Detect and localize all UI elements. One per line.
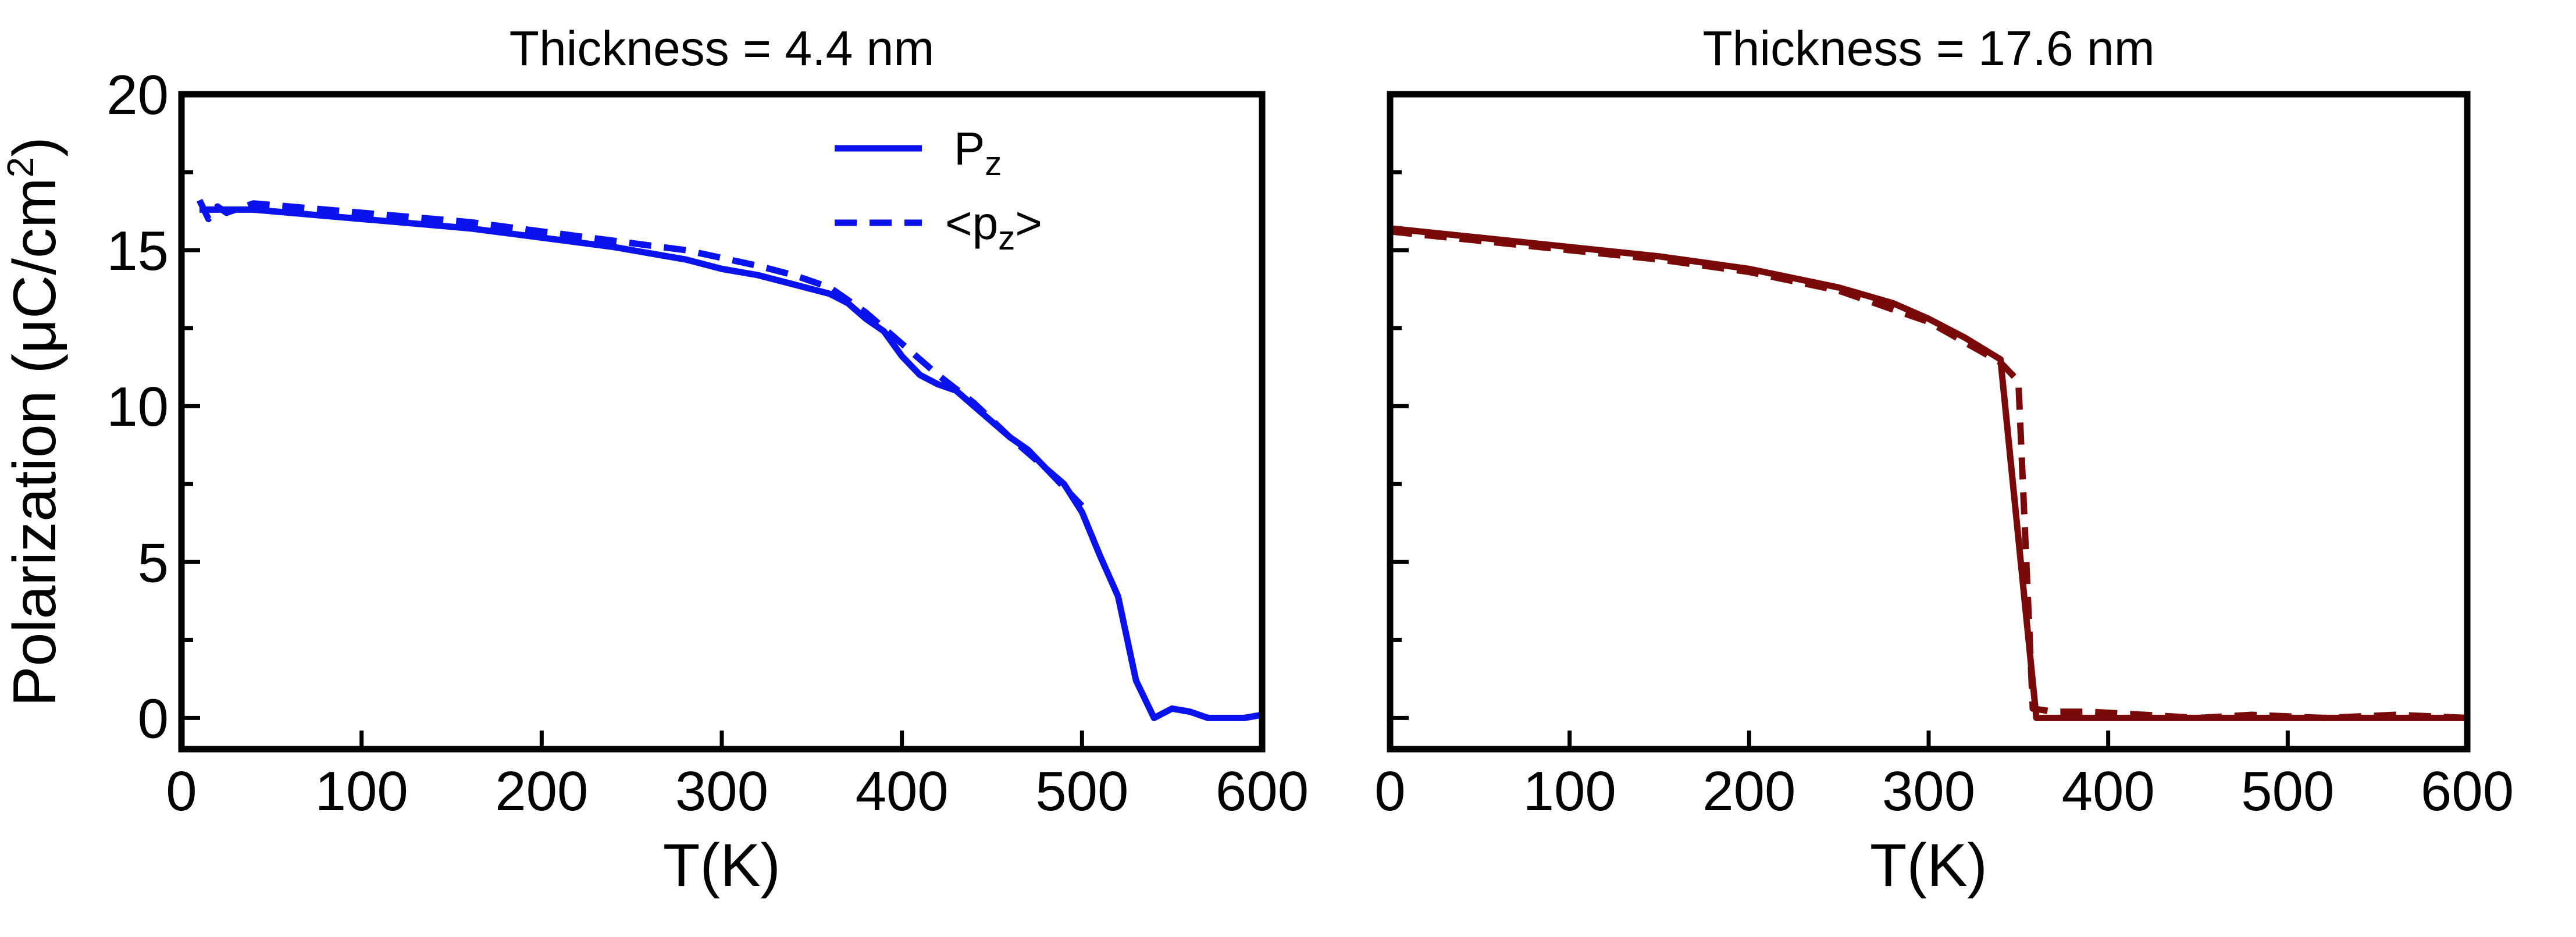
x-tick-label: 300 xyxy=(675,760,768,822)
y-axis-label-sup: 2 xyxy=(0,157,41,178)
x-tick-label: 400 xyxy=(2062,760,2155,822)
legend-label-prefix: <p xyxy=(945,197,998,249)
legend-label-main: P xyxy=(954,123,985,174)
x-axis-label: T(K) xyxy=(663,832,781,899)
legend-label-sub: z xyxy=(998,219,1015,257)
y-tick-label: 20 xyxy=(106,64,169,126)
x-tick-label: 600 xyxy=(1216,760,1309,822)
series-line-mean-pz xyxy=(197,198,1085,508)
x-tick-label: 0 xyxy=(1374,760,1405,822)
series-line-pz xyxy=(199,206,1263,721)
plot-frame xyxy=(1387,91,2471,753)
legend-label-sub: z xyxy=(985,145,1002,183)
x-tick-label: 400 xyxy=(856,760,949,822)
y-tick-label: 10 xyxy=(106,376,169,438)
y-tick-label: 15 xyxy=(106,220,169,282)
plot-frame xyxy=(178,91,1266,753)
x-tick-label: 100 xyxy=(1523,760,1616,822)
y-axis-label: Polarization (μC/cm2) xyxy=(0,137,69,707)
x-tick-label: 200 xyxy=(495,760,588,822)
series-line-mean-pz xyxy=(1389,228,2468,721)
legend-label-1: Pz xyxy=(954,123,1002,183)
legend-label-2: <pz> xyxy=(945,197,1042,257)
panel-2: Thickness = 17.6 nm 0 100 200 300 400 500 600 T(… xyxy=(1374,21,2514,899)
x-tick-label: 100 xyxy=(315,760,408,822)
panel-title: Thickness = 4.4 nm xyxy=(510,21,935,76)
x-tick-label: 500 xyxy=(2241,760,2334,822)
y-tick-label: 5 xyxy=(138,532,169,594)
x-tick-label: 300 xyxy=(1882,760,1975,822)
y-axis-label-close: ) xyxy=(1,137,69,157)
x-tick-label: 600 xyxy=(2421,760,2514,822)
legend-label-suffix: > xyxy=(1015,197,1042,249)
series-line-pz xyxy=(1389,225,2467,721)
x-axis-label: T(K) xyxy=(1870,832,1987,899)
x-tick-label: 200 xyxy=(1702,760,1795,822)
x-tick-label: 0 xyxy=(166,760,197,822)
x-tick-label: 500 xyxy=(1035,760,1128,822)
y-tick-label: 0 xyxy=(138,687,169,750)
panel-1: Thickness = 4.4 nm 0 100 200 300 400 500 600 0 5 1… xyxy=(0,21,1309,899)
panel-title: Thickness = 17.6 nm xyxy=(1702,21,2154,76)
y-axis-label-main: Polarization (μC/cm xyxy=(1,177,69,707)
